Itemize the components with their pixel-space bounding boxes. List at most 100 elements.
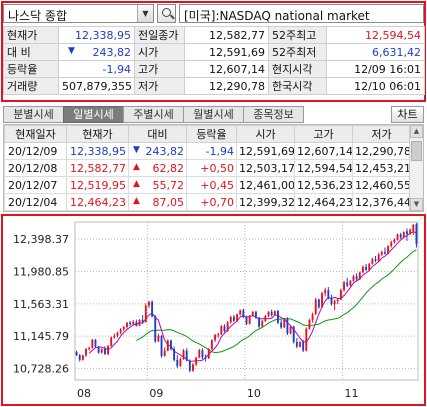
- candle-body: [336, 299, 339, 301]
- table-row[interactable]: 20/12/07 12,519,95 ▲ 55,72 +0,45 12,461,00 12,…: [4, 176, 411, 194]
- candle-body: [195, 357, 198, 365]
- cell-high: 12,536,23: [294, 176, 353, 194]
- candle-body: [339, 290, 342, 300]
- candle-body: [254, 311, 257, 318]
- candle-body: [179, 359, 182, 367]
- column-header[interactable]: 대비: [128, 125, 187, 143]
- info-value: 507,879,355: [58, 77, 135, 95]
- candle-body: [173, 349, 176, 360]
- cell-open: 12,503,17: [236, 159, 295, 177]
- candle-body: [380, 252, 383, 255]
- cell-close: 12,338,95: [66, 142, 129, 160]
- candle-body: [343, 282, 345, 291]
- market-field[interactable]: [미국]:NASDAQ national market: [179, 4, 424, 23]
- candle-body: [390, 242, 393, 247]
- info-label: 거래량: [3, 77, 59, 95]
- scroll-up-icon[interactable]: ▲: [410, 125, 423, 138]
- candle-body: [248, 315, 251, 324]
- column-header[interactable]: 현재일자: [4, 125, 67, 143]
- candle-body: [258, 317, 261, 327]
- candle-body: [107, 345, 109, 355]
- tab-item[interactable]: 종목정보: [243, 106, 304, 123]
- info-value: 12,582,77: [184, 26, 269, 44]
- candle-body: [110, 337, 113, 346]
- table-row[interactable]: 20/12/04 12,464,23 ▲ 87,05 +0,70 12,399,32 12,…: [4, 193, 411, 211]
- change-text: 62,82: [152, 161, 185, 175]
- column-header[interactable]: 고가: [294, 125, 353, 143]
- cell-low: 12,460,55: [352, 176, 411, 194]
- info-value-text: 12/10 06:01: [354, 79, 421, 93]
- candle-body: [387, 246, 390, 254]
- column-header[interactable]: 현재가: [66, 125, 129, 143]
- tab-item[interactable]: 일별시세: [63, 106, 124, 123]
- y-tick-label: 11,980.85: [13, 266, 69, 279]
- info-value-text: -1,94: [102, 62, 131, 76]
- candle-body: [396, 234, 399, 240]
- search-row: 나스닥 종합 ▼ [미국]:NASDAQ national market: [3, 4, 424, 24]
- tab-item[interactable]: 분별시세: [3, 106, 64, 123]
- info-label: 등락율: [3, 60, 59, 78]
- info-value: ▼ 243,82: [58, 43, 135, 61]
- info-value: 6,631,42: [326, 43, 425, 61]
- cell-date: 20/12/08: [4, 159, 67, 177]
- change-text: 87,05: [152, 195, 185, 209]
- candle-body: [314, 299, 317, 315]
- candle-body: [135, 321, 138, 326]
- tab-item[interactable]: 월별시세: [183, 106, 244, 123]
- candle-body: [358, 272, 361, 280]
- candle-body: [308, 319, 311, 329]
- cell-close: 12,519,95: [66, 176, 129, 194]
- candle-body: [409, 229, 412, 235]
- search-icon[interactable]: [157, 4, 176, 23]
- candle-body: [232, 316, 235, 321]
- chevron-down-icon[interactable]: ▼: [137, 5, 153, 22]
- table-row[interactable]: 20/12/09 12,338,95 ▼ 243,82 -1,94 12,591,69 12…: [4, 142, 411, 160]
- cell-low: 12,290,78: [352, 142, 411, 160]
- column-header[interactable]: 등락율: [186, 125, 237, 143]
- info-label: 한국시각: [268, 77, 327, 95]
- x-tick-label: 11: [344, 387, 358, 400]
- table-row[interactable]: 20/12/08 12,582,77 ▲ 62,82 +0,50 12,503,17 12,…: [4, 159, 411, 177]
- vertical-scrollbar[interactable]: ▲ ▼: [409, 125, 423, 211]
- candle-body: [402, 232, 405, 238]
- up-arrow-icon: ▲: [133, 195, 140, 206]
- candle-body: [267, 311, 270, 317]
- scroll-thumb[interactable]: [411, 141, 422, 161]
- candle-body: [188, 360, 191, 371]
- info-value-text: 6,631,42: [372, 45, 421, 59]
- column-header[interactable]: 시가: [236, 125, 295, 143]
- x-tick-label: 08: [77, 387, 91, 400]
- candle-body: [91, 339, 94, 348]
- candle-body: [182, 350, 185, 360]
- candle-body: [384, 252, 386, 254]
- info-label: 대 비: [3, 43, 59, 61]
- candle-body: [116, 332, 119, 336]
- cell-open: 12,591,69: [236, 142, 295, 160]
- cell-rate: +0,70: [186, 193, 237, 211]
- down-arrow-icon: ▼: [68, 45, 75, 56]
- cell-low: 12,453,21: [352, 159, 411, 177]
- candle-body: [229, 316, 232, 323]
- index-select[interactable]: 나스닥 종합 ▼: [3, 4, 154, 23]
- cell-date: 20/12/07: [4, 176, 67, 194]
- y-tick-label: 11,145.79: [13, 330, 69, 343]
- candle-body: [368, 263, 371, 271]
- candle-body: [299, 342, 301, 347]
- scroll-down-icon[interactable]: ▼: [410, 198, 423, 211]
- candle-body: [292, 326, 295, 343]
- candle-body: [119, 329, 122, 333]
- column-header[interactable]: 저가: [352, 125, 411, 143]
- candle-body: [239, 310, 242, 315]
- info-value-text: 243,82: [92, 45, 132, 59]
- candle-body: [75, 352, 78, 356]
- candle-body: [355, 276, 358, 280]
- chart-button[interactable]: 차트: [391, 106, 424, 123]
- candle-body: [371, 259, 374, 264]
- highlight-box-top: [1, 1, 426, 102]
- tab-item[interactable]: 주별시세: [123, 106, 184, 123]
- candle-body: [317, 299, 320, 308]
- y-tick-label: 10,728.26: [13, 363, 69, 376]
- candle-body: [214, 335, 216, 341]
- candle-body: [349, 280, 352, 286]
- candle-body: [132, 321, 135, 325]
